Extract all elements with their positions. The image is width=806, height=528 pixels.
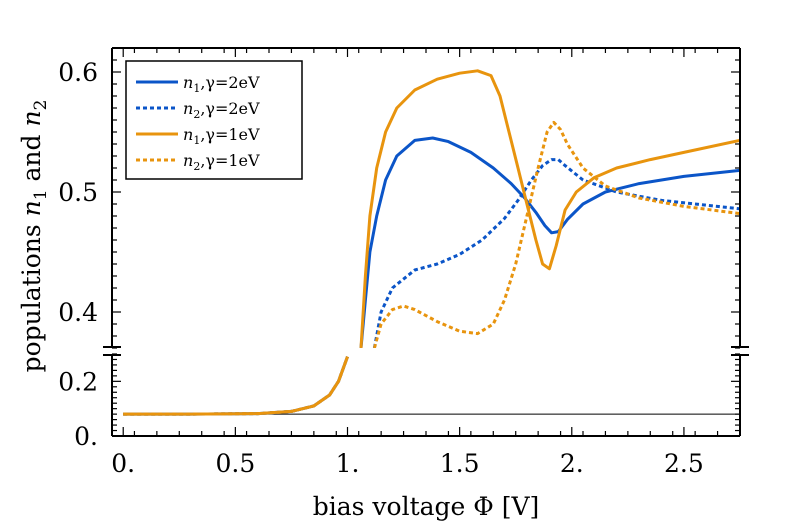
series-line-4-upper: [372, 120, 740, 348]
y-axis-title-n1: n: [17, 200, 46, 216]
legend-label-1: n1,γ=2eV: [183, 73, 260, 95]
y-tick-label: 0.6: [58, 58, 98, 87]
legend-label-4: n2,γ=1eV: [183, 151, 260, 173]
y-tick-label: 0.2: [58, 367, 98, 396]
x-tick-label: 1.: [336, 449, 360, 478]
series-line-2-upper: [372, 158, 740, 348]
legend-rest: ,γ=2eV: [200, 99, 260, 118]
legend-var: n: [183, 73, 193, 92]
plot-lines: [123, 69, 740, 416]
series-line-1-upper: [359, 136, 740, 348]
x-tick-label: 1.5: [440, 449, 480, 478]
legend-var: n: [183, 125, 193, 144]
y-tick-label: 0.4: [58, 298, 98, 327]
x-tick-label: 2.: [560, 449, 584, 478]
legend-var: n: [183, 99, 193, 118]
y-axis-title-sub1: 1: [31, 189, 51, 200]
legend-label-2: n2,γ=2eV: [183, 99, 260, 121]
y-axis-title-n2: n: [17, 110, 46, 126]
tick-labels: 0. 0.5 1. 1.5 2. 2.5 0.4 0.5 0.6 0. 0.2: [58, 58, 704, 478]
x-axis-title: bias voltage Φ [V]: [313, 492, 540, 521]
series-line-4-lower: [123, 356, 349, 416]
x-tick-label: 2.5: [664, 449, 704, 478]
x-tick-label: 0.5: [215, 449, 255, 478]
y-axis-title-prefix: populations: [17, 216, 46, 372]
legend-rest: ,γ=1eV: [200, 125, 260, 144]
legend-sub: 1: [193, 82, 200, 95]
legend-sub: 2: [193, 108, 200, 121]
x-tick-label: 0.: [111, 449, 135, 478]
series-line-3-upper: [359, 69, 740, 348]
y-tick-label: 0.5: [58, 178, 98, 207]
legend-sub: 2: [193, 160, 200, 173]
legend-var: n: [183, 151, 193, 170]
legend-sub: 1: [193, 134, 200, 147]
y-tick-label: 0.: [74, 422, 98, 451]
y-axis-title-sub2: 2: [31, 100, 51, 111]
y-axis-title: populations n1 and n2: [17, 100, 51, 373]
legend-rest: ,γ=1eV: [200, 151, 260, 170]
axis-ticks: [111, 47, 741, 437]
y-axis-title-mid: and: [17, 127, 46, 190]
legend-rest: ,γ=2eV: [200, 73, 260, 92]
legend-label-3: n1,γ=1eV: [183, 125, 260, 147]
